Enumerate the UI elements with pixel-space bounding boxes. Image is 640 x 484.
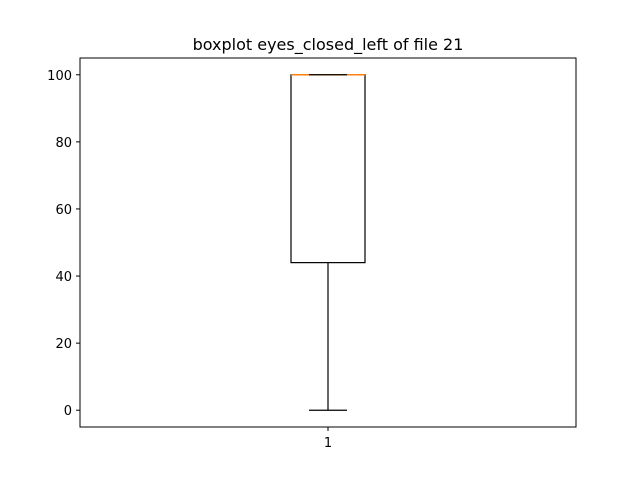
y-tick-label: 80 [55, 136, 72, 151]
y-tick-label: 40 [55, 270, 72, 285]
y-tick-label: 60 [55, 203, 72, 218]
y-tick-label: 100 [47, 69, 72, 84]
y-tick-label: 0 [64, 404, 72, 419]
y-tick-label: 20 [55, 337, 72, 352]
chart-title: boxplot eyes_closed_left of file 21 [193, 35, 464, 55]
box [290, 74, 366, 264]
x-tick-label: 1 [324, 436, 332, 451]
axes-group: 0 20 40 60 80 100 1 [47, 57, 577, 451]
plot-marks [290, 74, 366, 411]
